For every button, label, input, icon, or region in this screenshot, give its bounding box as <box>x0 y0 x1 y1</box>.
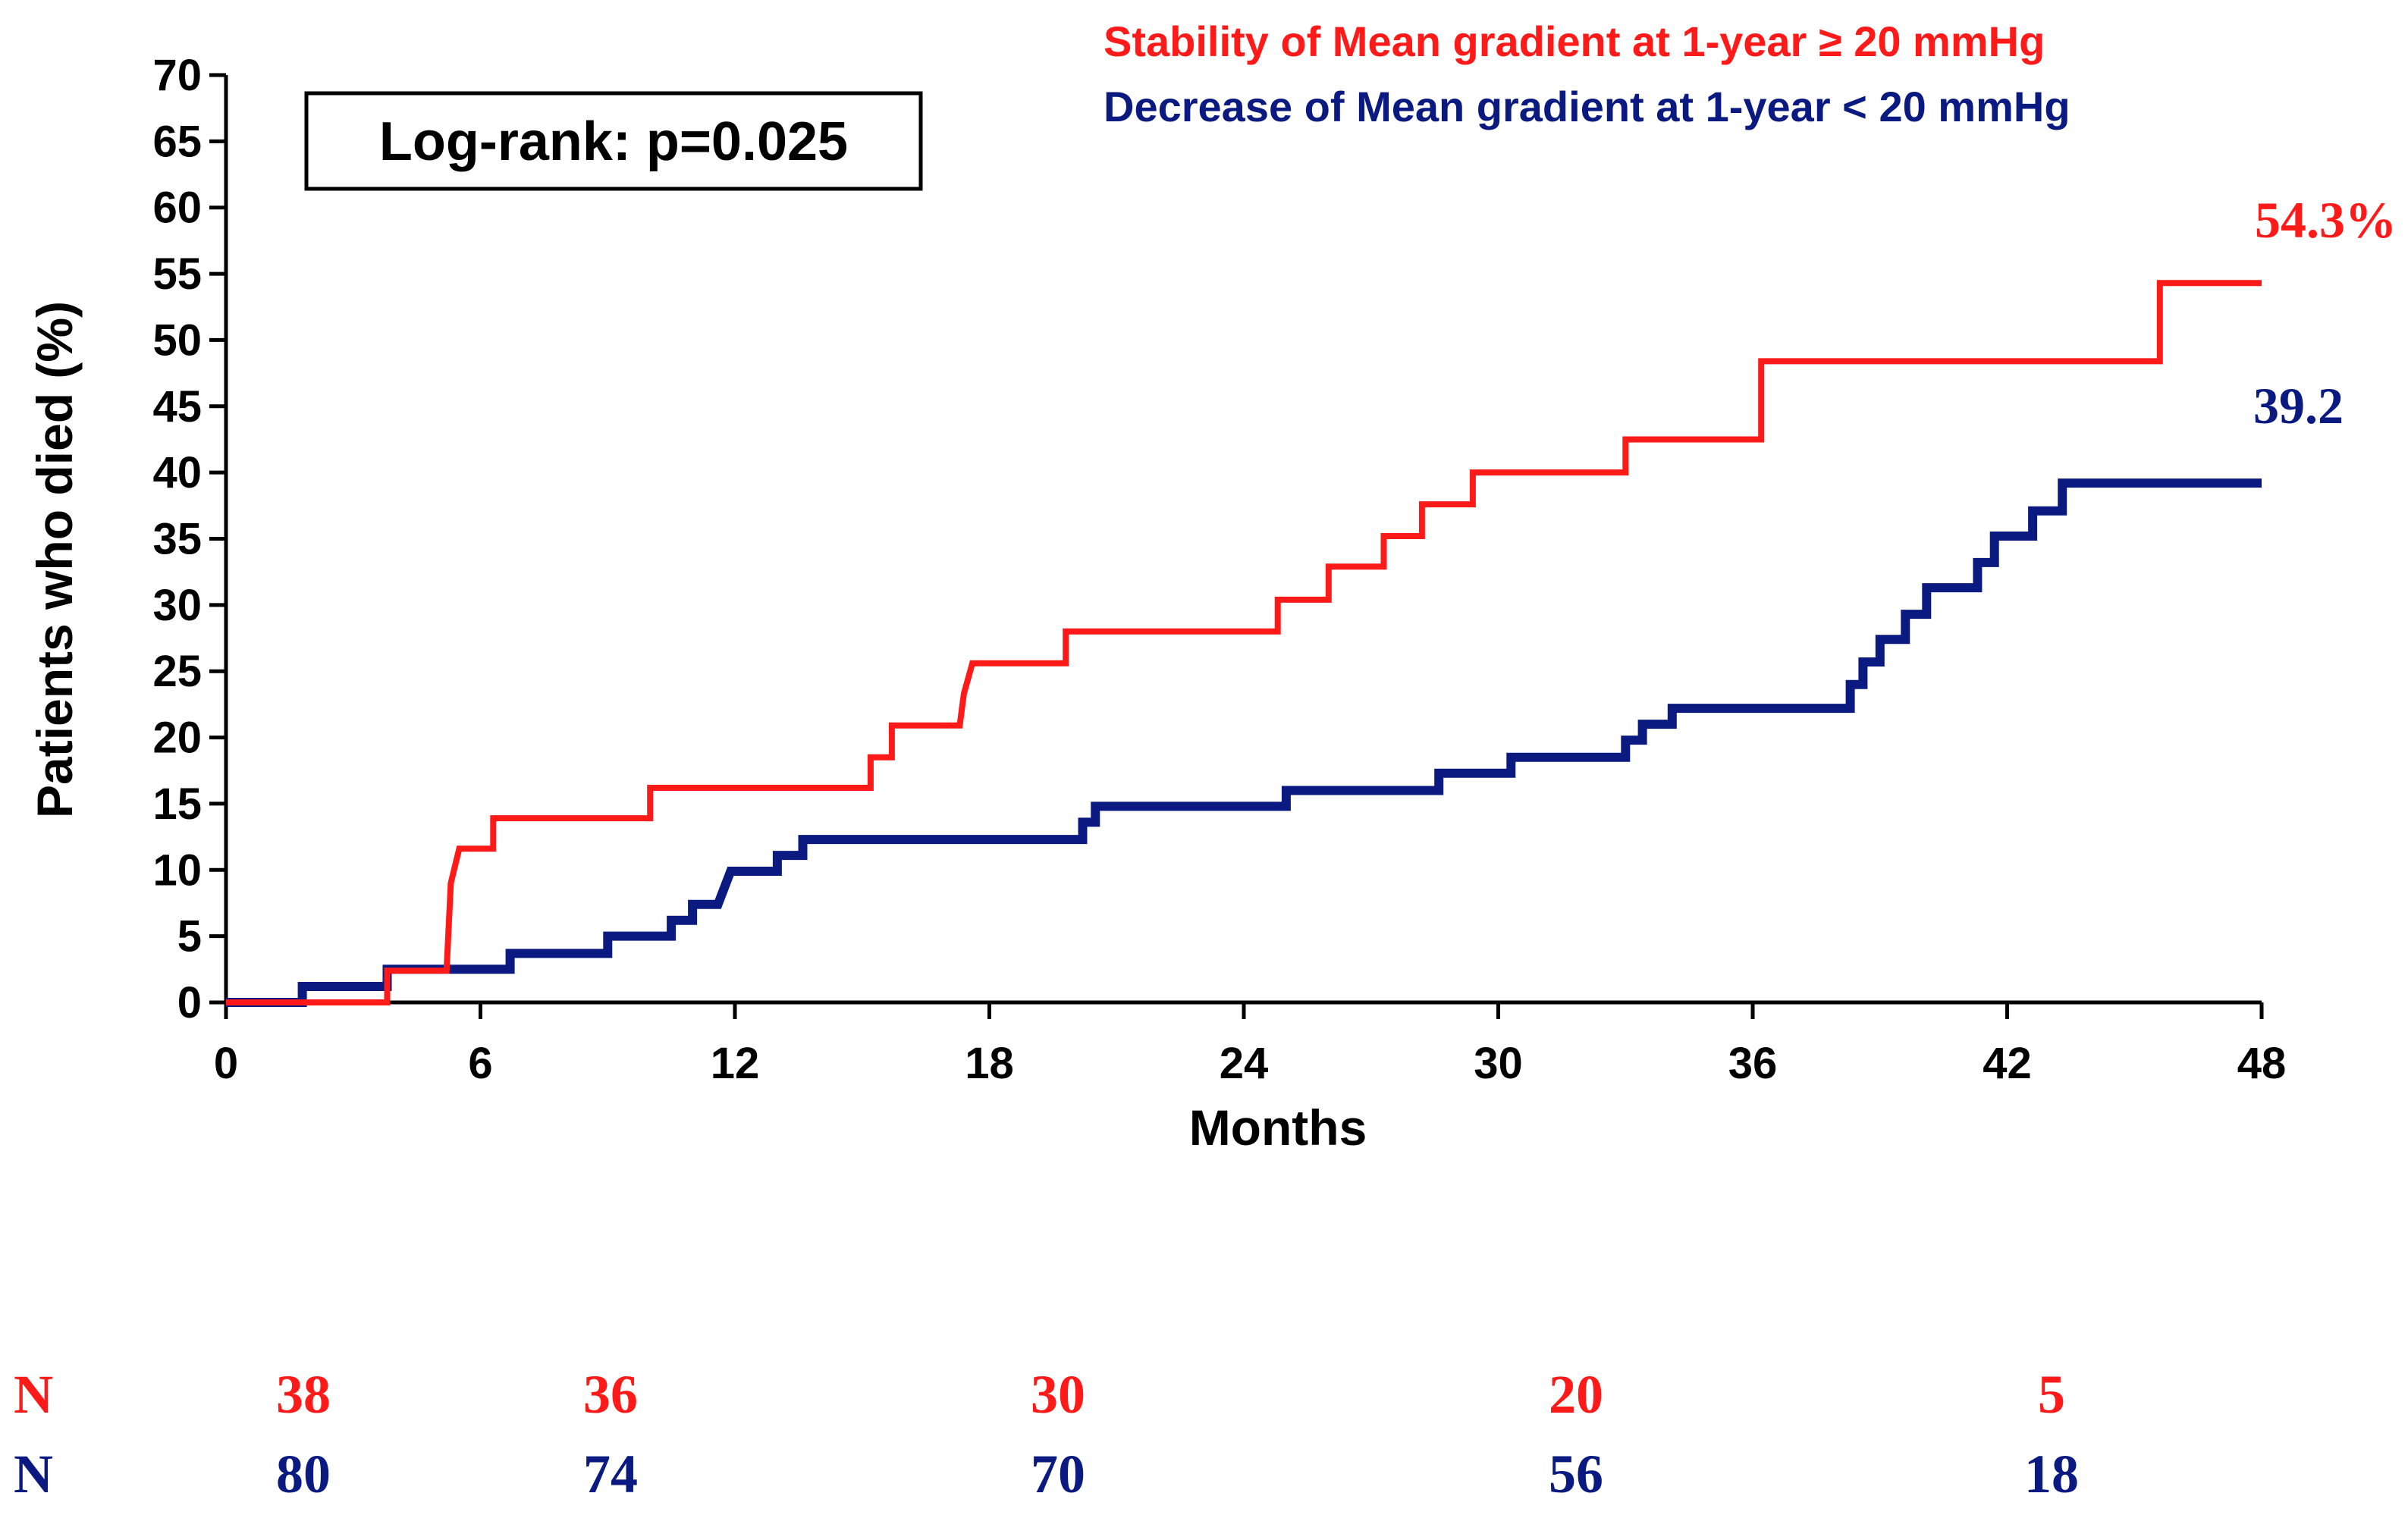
logrank-text: Log-rank: p=0.025 <box>379 111 848 172</box>
y-tick-label: 45 <box>152 382 202 431</box>
risk-count: 70 <box>1031 1444 1085 1504</box>
y-tick-label: 25 <box>152 647 202 696</box>
x-tick-label: 6 <box>468 1039 492 1088</box>
x-tick-label: 24 <box>1220 1039 1269 1088</box>
legend: Stability of Mean gradient at 1-year ≥ 2… <box>1104 17 2071 130</box>
end-label-decrease: 39.2 <box>2253 377 2344 434</box>
risk-count: 56 <box>1549 1444 1603 1504</box>
x-tick-label: 0 <box>214 1039 238 1088</box>
y-tick-label: 40 <box>152 448 202 497</box>
logrank-box <box>304 91 923 191</box>
y-tick-label: 70 <box>152 51 202 100</box>
y-tick-label: 60 <box>152 183 202 233</box>
x-axis-title: Months <box>1189 1099 1367 1156</box>
risk-row-label: N <box>14 1364 53 1425</box>
risk-count: 30 <box>1031 1364 1085 1425</box>
y-tick-label: 10 <box>152 845 202 895</box>
axes <box>224 75 2262 1005</box>
risk-count: 80 <box>276 1444 331 1504</box>
end-label-stability: 54.3% <box>2255 191 2397 249</box>
x-tick-label: 12 <box>711 1039 760 1088</box>
legend-entry-stability: Stability of Mean gradient at 1-year ≥ 2… <box>1104 17 2045 65</box>
y-tick-label: 20 <box>152 714 202 763</box>
risk-count: 36 <box>583 1364 638 1425</box>
y-tick-label: 65 <box>152 117 202 166</box>
y-axis-title: Patients who died (%) <box>27 301 83 818</box>
y-tick-label: 50 <box>152 315 202 365</box>
y-tick-label: 55 <box>152 249 202 299</box>
x-tick-label: 18 <box>965 1039 1014 1088</box>
y-tick-label: 0 <box>177 978 202 1027</box>
y-tick-label: 35 <box>152 515 202 564</box>
series-line-decrease <box>226 478 2262 1007</box>
legend-entry-decrease: Decrease of Mean gradient at 1-year < 20… <box>1104 83 2071 130</box>
risk-row-label: N <box>14 1444 53 1504</box>
risk-count: 74 <box>583 1444 638 1504</box>
risk-count: 20 <box>1549 1364 1603 1425</box>
x-tick-label: 30 <box>1474 1039 1523 1088</box>
x-tick-label: 36 <box>1728 1039 1778 1088</box>
logrank-annotation: Log-rank: p=0.025 <box>304 91 923 191</box>
series-layer <box>226 280 2262 1007</box>
x-tick-label: 42 <box>1983 1039 2032 1088</box>
risk-table: N 38 36 30 20 5 N 80 74 70 56 18 <box>14 1364 2079 1504</box>
y-tick-label: 30 <box>152 581 202 630</box>
risk-count: 38 <box>276 1364 331 1425</box>
y-tick-label: 5 <box>177 912 202 961</box>
x-tick-label: 48 <box>2237 1039 2287 1088</box>
x-axis-ticks: 0 6 12 18 24 30 36 42 48 <box>214 1002 2286 1088</box>
series-line-stability <box>226 280 2262 1005</box>
y-axis-ticks: 0 5 10 15 20 25 30 35 40 45 50 55 60 65 70 <box>152 51 226 1027</box>
risk-count: 18 <box>2024 1444 2079 1504</box>
y-tick-label: 15 <box>152 779 202 829</box>
risk-count: 5 <box>2038 1364 2065 1425</box>
